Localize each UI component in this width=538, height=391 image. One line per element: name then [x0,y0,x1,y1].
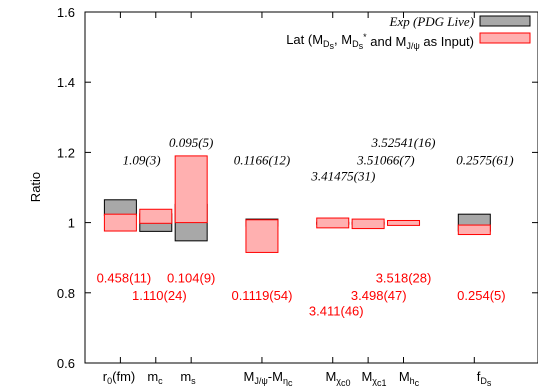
x-category-labels: r0(fm) mc ms MJ/ψ-Mηc Mχc0 Mχc1 Mhc fDs [103,12,492,388]
legend-exp-label: Exp (PDG Live) [389,14,474,29]
x-label-chic1: Mχc1 [361,369,386,388]
lat-value-hc: 3.518(28) [376,270,432,285]
legend-lat-swatch [479,32,531,44]
lat-box-hc [387,219,421,226]
lat-box-chic1 [351,218,385,230]
y-tick-label: 1.4 [57,75,75,90]
lat-value-split: 0.1119(54) [231,288,292,303]
legend: Exp (PDG Live) Lat (MDs, MDs* and MJ/ψ a… [286,14,531,51]
exp-value-mc: 1.09(3) [123,153,161,168]
exp-value-ms: 0.095(5) [169,135,213,150]
lat-box-r0 [103,213,137,232]
lat-value-r0: 0.458(11) [97,270,152,285]
x-label-r0: r0(fm) [103,369,135,386]
legend-exp-swatch [479,15,531,27]
y-tick-label: 1.6 [57,5,75,20]
plot-frame [84,11,538,364]
lat-values: 0.458(11) 0.104(9) 1.110(24) 0.1119(54) 3.51… [97,270,506,318]
lat-value-fDs: 0.254(5) [457,288,505,303]
y-tick-label: 0.6 [57,356,75,371]
x-label-fDs: fDs [477,369,492,388]
lat-value-ms: 0.104(9) [167,270,215,285]
y-ticks: 0.6 0.8 1 1.2 1.4 1.6 [57,5,538,371]
exp-values: 0.095(5) 1.09(3) 0.1166(12) 3.52541(16) 3.51… [123,135,514,183]
lat-boxes [103,155,491,253]
exp-value-split: 0.1166(12) [234,153,290,168]
exp-value-chic1: 3.51066(7) [356,153,414,168]
exp-value-hc: 3.52541(16) [371,135,436,150]
y-tick-label: 1.2 [57,145,75,160]
y-tick-label: 0.8 [57,286,75,301]
exp-value-fDs: 0.2575(61) [456,153,513,168]
lat-value-chic0: 3.411(46) [309,304,364,319]
x-label-ms: ms [180,369,196,386]
lat-box-fDs [457,224,491,236]
x-label-mc: mc [147,369,163,386]
x-label-hc: Mhc [399,369,420,388]
lat-value-chic1: 3.498(47) [351,288,407,303]
lat-box-split [245,219,279,253]
y-tick-label: 1 [68,216,75,231]
y-axis-label: Ratio [28,172,43,202]
x-label-chic0: Mχc0 [325,369,350,388]
lat-box-ms [174,155,208,224]
exp-value-chic0: 3.41475(31) [310,168,375,183]
exp-box-r0 [103,199,137,217]
legend-lat-label: Lat (MDs, MDs* and MJ/ψ as Input) [286,32,474,51]
x-label-split: MJ/ψ-Mηc [244,369,293,388]
lat-value-mc: 1.110(24) [132,288,187,303]
lat-box-chic0 [316,217,350,229]
lat-box-mc [139,208,173,224]
